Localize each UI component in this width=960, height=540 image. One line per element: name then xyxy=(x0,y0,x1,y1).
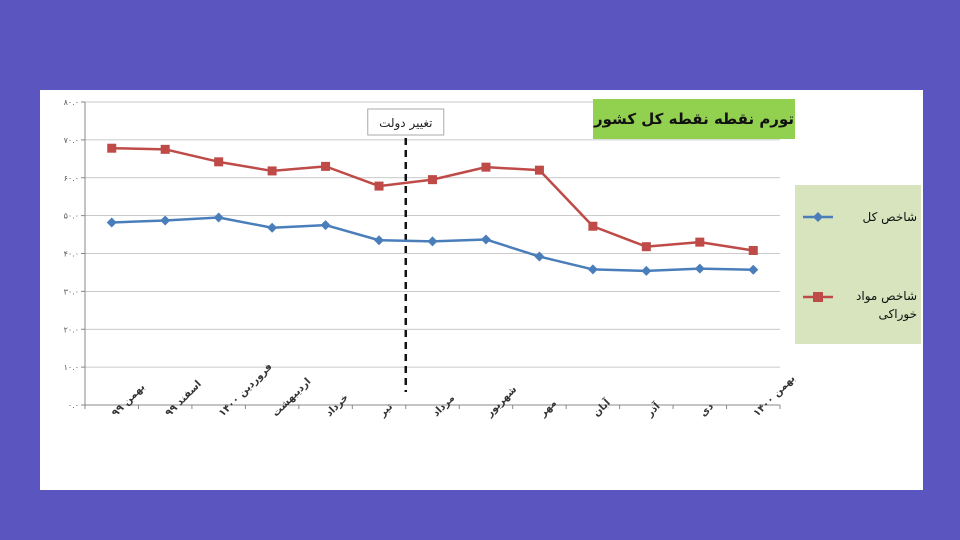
series xyxy=(106,143,759,276)
data-point xyxy=(267,166,277,176)
legend-label-food: شاخص مواد خوراکی xyxy=(856,289,917,321)
x-tick-label: آذر xyxy=(643,399,663,419)
data-point xyxy=(480,234,491,245)
legend-item-total: شاخص کل xyxy=(795,205,921,229)
chart-title: تورم نقطه نقطه کل کشور xyxy=(593,99,795,139)
data-point xyxy=(534,251,545,262)
x-tick-label: خرداد xyxy=(324,392,351,419)
line-chart: ۰.۰ ۱۰.۰ ۲۰.۰ ۳۰.۰ ۴۰.۰ ۵۰.۰ ۶۰.۰ ۷۰.۰ ۸۰.۰ بهمن… xyxy=(64,98,798,420)
annotation-box xyxy=(367,108,445,136)
y-tick-label: ۷۰.۰ xyxy=(64,136,79,145)
legend-diamond-marker-icon xyxy=(803,212,833,222)
data-point xyxy=(374,181,384,191)
data-point xyxy=(107,143,117,153)
data-point xyxy=(641,265,652,276)
data-point xyxy=(534,165,544,175)
data-point xyxy=(160,144,170,154)
x-tick-label: فروردین ۱۴۰۰ xyxy=(217,361,275,419)
x-tick-label: بهمن ۱۴۰۰ xyxy=(752,373,798,419)
y-tick-label: ۱۰.۰ xyxy=(64,363,79,372)
y-tick-label: ۳۰.۰ xyxy=(64,287,79,296)
x-tick-label: تیر xyxy=(377,401,396,420)
legend-square-marker-icon xyxy=(803,292,833,302)
y-tick-label: ۰.۰ xyxy=(68,401,79,410)
data-point xyxy=(374,235,385,246)
data-point xyxy=(160,215,171,226)
data-point xyxy=(267,222,278,233)
series-line-2 xyxy=(111,146,754,252)
data-point xyxy=(748,245,758,255)
x-tick-label: اردیبهشت xyxy=(270,376,313,419)
x-tick-label: مرداد xyxy=(431,393,457,419)
legend-item-food: شاخص مواد خوراکی xyxy=(795,285,921,325)
data-point xyxy=(588,221,598,231)
data-point xyxy=(213,212,224,223)
grid-lines xyxy=(85,101,780,368)
y-tick-label: ۶۰.۰ xyxy=(64,174,79,183)
data-point xyxy=(321,161,331,171)
y-tick-label: ۵۰.۰ xyxy=(64,212,79,221)
data-point xyxy=(214,157,224,167)
data-point xyxy=(748,264,759,275)
y-tick-label: ۴۰.۰ xyxy=(64,250,79,259)
data-point xyxy=(320,220,331,231)
x-tick-label: مهر xyxy=(537,398,559,420)
data-point xyxy=(481,162,491,172)
x-tick-label: اسفند ۹۹ xyxy=(164,379,204,419)
data-point xyxy=(428,175,437,185)
y-tick-label: ۸۰.۰ xyxy=(64,98,79,107)
x-tick-label: دی xyxy=(698,401,716,419)
y-axis-ticks: ۰.۰ ۱۰.۰ ۲۰.۰ ۳۰.۰ ۴۰.۰ ۵۰.۰ ۶۰.۰ ۷۰.۰ ۸۰.۰ xyxy=(64,98,85,410)
data-point xyxy=(587,264,598,275)
data-point xyxy=(427,236,438,247)
x-tick-label: آبان xyxy=(590,396,613,419)
y-tick-label: ۲۰.۰ xyxy=(64,325,79,334)
data-point xyxy=(694,263,705,274)
legend: شاخص کل شاخص مواد خوراکی xyxy=(795,185,921,344)
chart-panel: ۰.۰ ۱۰.۰ ۲۰.۰ ۳۰.۰ ۴۰.۰ ۵۰.۰ ۶۰.۰ ۷۰.۰ ۸۰.۰ بهمن… xyxy=(40,90,923,490)
legend-label-total: شاخص کل xyxy=(862,210,917,224)
x-tick-label: بهمن ۹۹ xyxy=(110,382,147,419)
data-point xyxy=(695,237,705,247)
data-point xyxy=(106,217,117,228)
data-point xyxy=(641,242,651,252)
x-tick-label: شهریور xyxy=(484,384,520,420)
annotation: تغییر دولت xyxy=(367,108,445,392)
annotation-label: تغییر دولت xyxy=(379,116,432,131)
